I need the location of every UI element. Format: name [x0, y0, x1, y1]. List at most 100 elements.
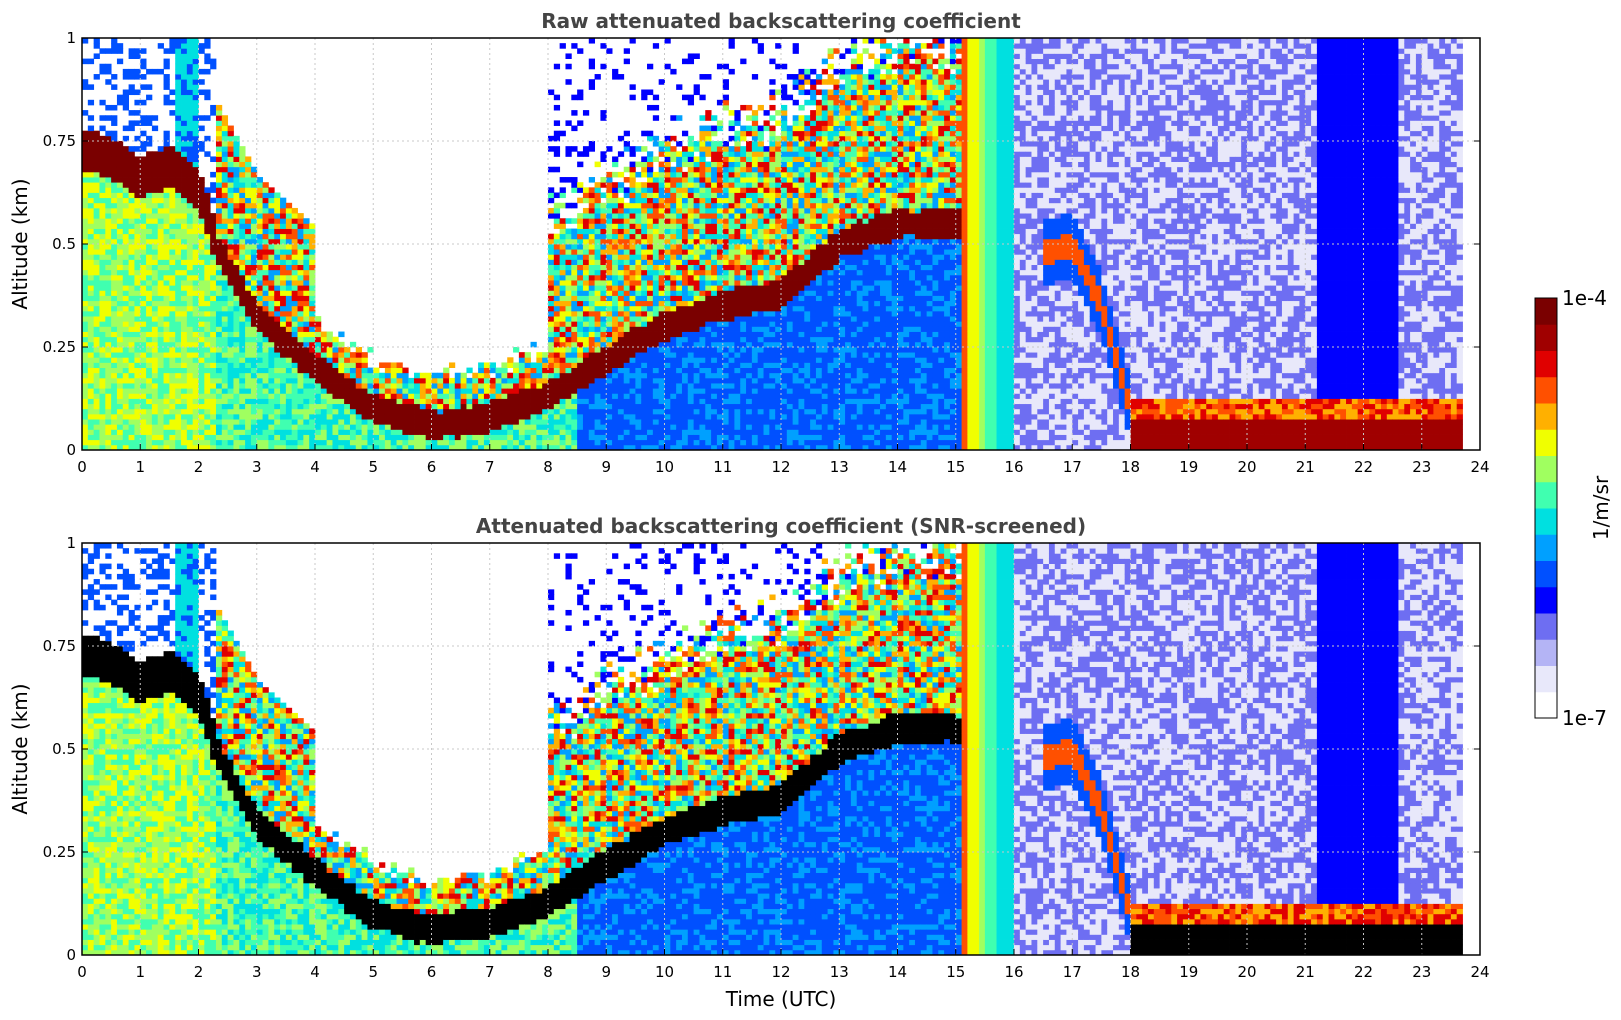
heatmap-cell	[134, 336, 141, 343]
heatmap-cell	[175, 367, 182, 374]
heatmap-cell	[681, 300, 689, 307]
heatmap-cell	[367, 347, 374, 353]
heatmap-cell	[291, 403, 298, 410]
heatmap-cell	[536, 367, 543, 374]
heatmap-cell	[128, 233, 135, 240]
heatmap-cell	[687, 310, 695, 317]
heatmap-cell	[629, 367, 636, 374]
heatmap-cell	[559, 419, 566, 425]
heatmap-cell	[285, 434, 293, 441]
heatmap-cell	[716, 357, 724, 363]
heatmap-cell	[227, 156, 234, 162]
heatmap-cell	[548, 388, 555, 394]
heatmap-cell	[600, 182, 607, 188]
heatmap-cell	[454, 377, 462, 384]
heatmap-cell	[326, 429, 333, 435]
heatmap-cell	[315, 326, 322, 332]
heatmap-cell	[600, 398, 607, 405]
heatmap-cell	[140, 223, 147, 229]
heatmap-cell	[262, 341, 269, 348]
heatmap-cell	[140, 264, 147, 271]
heatmap-cell	[303, 341, 310, 348]
heatmap-cell	[221, 202, 229, 209]
heatmap-cell	[233, 316, 240, 322]
heatmap-cell	[612, 300, 619, 307]
heatmap-cell	[99, 383, 106, 389]
heatmap-cell	[687, 357, 695, 363]
heatmap-cell	[262, 367, 269, 374]
heatmap-cell	[588, 238, 596, 245]
heatmap-cell	[658, 352, 665, 358]
heatmap-cell	[181, 68, 188, 75]
heatmap-cell	[245, 305, 252, 312]
heatmap-cell	[390, 383, 397, 389]
heatmap-cell	[553, 424, 561, 430]
heatmap-cell	[530, 434, 537, 441]
heatmap-cell	[151, 388, 159, 394]
heatmap-cell	[140, 213, 147, 219]
heatmap-cell	[548, 331, 555, 338]
heatmap-cell	[559, 367, 566, 374]
heatmap-cell	[693, 274, 700, 281]
heatmap-cell	[361, 393, 368, 399]
heatmap-cell	[297, 331, 304, 338]
heatmap-cell	[437, 444, 444, 450]
heatmap-cell	[82, 84, 89, 90]
heatmap-cell	[629, 274, 636, 281]
heatmap-cell	[722, 223, 729, 229]
heatmap-cell	[344, 367, 351, 374]
heatmap-cell	[198, 439, 205, 446]
heatmap-cell	[111, 352, 118, 358]
heatmap-cell	[448, 439, 456, 446]
heatmap-cell	[588, 295, 596, 302]
heatmap-cell	[716, 439, 724, 446]
heatmap-cell	[722, 161, 729, 168]
heatmap-cell	[681, 398, 689, 405]
heatmap-cell	[250, 187, 258, 193]
heatmap-cell	[711, 403, 718, 410]
heatmap-cell	[134, 264, 141, 271]
heatmap-cell	[93, 249, 100, 255]
heatmap-cell	[134, 99, 141, 106]
heatmap-cell	[151, 367, 159, 374]
heatmap-cell	[82, 171, 89, 178]
heatmap-cell	[128, 254, 135, 260]
heatmap-cell	[169, 228, 176, 235]
heatmap-cell	[670, 238, 677, 245]
heatmap-cell	[384, 408, 392, 415]
heatmap-cell	[99, 393, 106, 399]
heatmap-cell	[396, 377, 403, 384]
heatmap-cell	[600, 357, 607, 363]
heatmap-cell	[285, 393, 293, 399]
heatmap-cell	[414, 388, 421, 394]
heatmap-cell	[623, 249, 630, 255]
heatmap-cell	[681, 249, 689, 255]
heatmap-cell	[111, 362, 118, 368]
heatmap-cell	[670, 331, 677, 338]
heatmap-cell	[518, 424, 526, 430]
heatmap-cell	[239, 316, 246, 322]
heatmap-cell	[687, 156, 695, 162]
heatmap-cell	[93, 331, 100, 338]
heatmap-cell	[181, 104, 188, 111]
heatmap-cell	[186, 63, 194, 70]
heatmap-cell	[274, 202, 281, 209]
heatmap-cell	[268, 424, 275, 430]
heatmap-cell	[140, 146, 147, 152]
heatmap-cell	[82, 403, 89, 410]
heatmap-cell	[559, 285, 566, 291]
heatmap-cell	[722, 228, 729, 235]
heatmap-cell	[711, 290, 718, 296]
heatmap-cell	[670, 249, 677, 255]
heatmap-cell	[93, 228, 100, 235]
heatmap-cell	[565, 439, 572, 446]
heatmap-cell	[711, 398, 718, 405]
heatmap-cell	[268, 331, 275, 338]
heatmap-cell	[291, 439, 298, 446]
heatmap-cell	[87, 295, 95, 302]
heatmap-cell	[711, 305, 718, 312]
heatmap-cell	[588, 79, 596, 85]
heatmap-cell	[181, 130, 188, 137]
heatmap-cell	[565, 290, 572, 296]
heatmap-cell	[122, 249, 130, 255]
